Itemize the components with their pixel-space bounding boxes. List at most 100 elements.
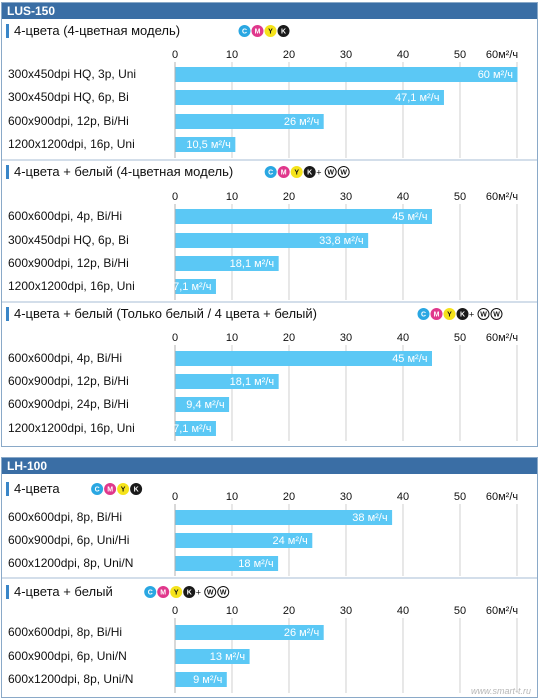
chart-0-panel-1-bar-0 <box>175 209 432 224</box>
chart-1-panel-0-y-ink-letter: Y <box>121 487 126 494</box>
chart-0-panel-1-category-label-0: 600x600dpi, 4p, Bi/Hi <box>8 209 122 223</box>
chart-1-panel-1-c-ink-letter: C <box>148 590 153 597</box>
chart-0-panel-2-m-ink-icon <box>430 308 443 320</box>
chart-1-panel-1-k-ink-letter: K <box>187 590 192 597</box>
chart-0-panel-2-m-ink-letter: M <box>434 312 440 319</box>
chart-1-panel-1-tick-3: 30 <box>340 605 352 617</box>
chart-1-panel-0-tick-4: 40 <box>397 491 409 503</box>
chart-0-panel-1-w-ink-icon <box>324 166 337 178</box>
chart-0-panel-1-bar-2 <box>175 256 279 271</box>
chart-0-panel-1-title: 4-цвета + белый (4-цветная модель) <box>14 164 233 179</box>
chart-1-panel-1-tick-0: 0 <box>172 605 178 617</box>
chart-0-panel-1-value-label-0: 45 м²/ч <box>392 211 427 223</box>
chart-0-panel-1-tick-1: 10 <box>226 191 238 203</box>
chart-0-panel-1-tick-2: 20 <box>283 191 295 203</box>
chart-0-panel-1-k-ink-icon <box>303 166 316 178</box>
chart-1-panel-1-w-ink-icon <box>204 586 217 598</box>
chart-0-panel-0-k-ink-letter: K <box>281 29 286 36</box>
chart-0-panel-2-plus: + <box>469 310 474 320</box>
chart-1-panel-0-category-label-2: 600x1200dpi, 8p, Uni/N <box>8 556 133 570</box>
chart-0-panel-0-m-ink-letter: M <box>255 29 261 36</box>
chart-0-panel-2-bar-1 <box>175 374 279 389</box>
chart-0-panel-0-tick-5: 50 <box>454 49 466 61</box>
chart-0-panel-0-value-label-0: 60 м²/ч <box>478 69 513 81</box>
chart-0-panel-1-bar-1 <box>175 233 369 248</box>
chart-1-panel-0-tick-5: 50 <box>454 491 466 503</box>
chart-1-panel-0-bar-0 <box>175 510 393 525</box>
chart-0-panel-2-c-ink-letter: C <box>421 312 426 319</box>
chart-1-panel-1-plus: + <box>196 588 201 598</box>
chart-1-panel-0-category-label-1: 600x900dpi, 6p, Uni/Hi <box>8 533 129 547</box>
chart-0-panel-0-bar-0 <box>175 67 518 82</box>
chart-0-panel-2-w-ink-letter: W <box>480 312 487 319</box>
chart-0-panel-1-category-label-1: 300x450dpi HQ, 6p, Bi <box>8 233 129 247</box>
chart-1-panel-1-y-ink-icon <box>170 586 183 598</box>
chart-1-panel-0-title: 4-цвета <box>14 481 60 496</box>
chart-1-panel-1-value-label-0: 26 м²/ч <box>284 627 319 639</box>
chart-0-panel-2-title: 4-цвета + белый (Только белый / 4 цвета … <box>14 306 317 321</box>
chart-1-panel-0-m-ink-icon <box>104 483 117 495</box>
chart-1-panel-1-tick-2: 20 <box>283 605 295 617</box>
chart-0-panel-0-category-label-0: 300x450dpi HQ, 3p, Uni <box>8 67 136 81</box>
chart-0-panel-0-title: 4-цвета (4-цветная модель) <box>14 23 180 38</box>
chart-1-panel-0-y-ink-icon <box>117 483 130 495</box>
chart-0-panel-0-value-label-2: 26 м²/ч <box>284 116 319 128</box>
chart-0-panel-2-value-label-2: 9,4 м²/ч <box>186 399 224 411</box>
chart-1-panel-1-m-ink-letter: M <box>160 590 166 597</box>
chart-0-panel-0-value-label-1: 47,1 м²/ч <box>395 92 439 104</box>
chart-0-panel-2-y-ink-icon <box>443 308 456 320</box>
chart-1-panel-0-bar-1 <box>175 533 313 548</box>
chart-0-panel-1-c-ink-icon <box>264 166 277 178</box>
chart-0-panel-1-value-label-2: 18,1 м²/ч <box>230 258 274 270</box>
chart-1-panel-0-tick-1: 10 <box>226 491 238 503</box>
chart-1-panel-1-bar-1 <box>175 649 250 664</box>
chart-0-panel-0-category-label-1: 300x450dpi HQ, 6p, Bi <box>8 90 129 104</box>
chart-0-panel-1-category-label-3: 1200x1200dpi, 16p, Uni <box>8 279 135 293</box>
chart-0-panel-0-tick-2: 20 <box>283 49 295 61</box>
chart-0-panel-2-value-label-0: 45 м²/ч <box>392 353 427 365</box>
chart-1-panel-1-w-ink-letter: W <box>207 590 214 597</box>
chart-0-panel-1-tick-5: 50 <box>454 191 466 203</box>
chart-0-panel-1-w-ink-letter: W <box>327 170 334 177</box>
chart-1-panel-1-accent-bar <box>6 585 9 599</box>
chart-0-panel-1-m-ink-letter: M <box>281 170 287 177</box>
chart-0-panel-2-tick-1: 10 <box>226 332 238 344</box>
chart-0-panel-1-y-ink-letter: Y <box>294 170 299 177</box>
chart-0-panel-2-bar-2 <box>175 397 230 412</box>
chart-1-panel-0-c-ink-letter: C <box>95 487 100 494</box>
chart-0-panel-0-k-ink-icon <box>277 25 290 37</box>
chart-0-panel-0-accent-bar <box>6 24 9 38</box>
chart-1-panel-1-value-label-1: 13 м²/ч <box>210 651 245 663</box>
chart-1-panel-0-accent-bar <box>6 482 9 496</box>
chart-0-panel-0-bar-2 <box>175 114 324 129</box>
chart-1-panel-1-m-ink-icon <box>157 586 170 598</box>
chart-0-frame <box>1 2 538 447</box>
chart-0-panel-2-y-ink-letter: Y <box>447 312 452 319</box>
chart-0-panel-0-m-ink-icon <box>251 25 264 37</box>
chart-0-panel-2-value-label-1: 18,1 м²/ч <box>230 376 274 388</box>
chart-0-panel-1-value-label-3: 7,1 м²/ч <box>173 281 211 293</box>
chart-1-panel-1-k-ink-icon <box>183 586 196 598</box>
chart-1-panel-1-bar-2 <box>175 672 227 687</box>
chart-0-panel-0-tick-3: 30 <box>340 49 352 61</box>
chart-1-panel-1-w-ink-letter: W <box>220 590 227 597</box>
chart-0-panel-0-category-label-3: 1200x1200dpi, 16p, Uni <box>8 137 135 151</box>
chart-1-panel-0-value-label-0: 38 м²/ч <box>352 512 387 524</box>
chart-0-panel-2-tick-4: 40 <box>397 332 409 344</box>
chart-0-panel-0-y-ink-icon <box>264 25 277 37</box>
chart-0-panel-2-category-label-0: 600x600dpi, 4p, Bi/Hi <box>8 351 122 365</box>
chart-0-panel-1-m-ink-icon <box>277 166 290 178</box>
chart-0-panel-1-tick-6: 60м²/ч <box>486 191 518 203</box>
chart-0-panel-2-bar-0 <box>175 351 432 366</box>
chart-1-panel-1-category-label-0: 600x600dpi, 8p, Bi/Hi <box>8 625 122 639</box>
chart-0-panel-1-bar-3 <box>175 279 216 294</box>
chart-0-panel-2-bar-3 <box>175 421 216 436</box>
chart-1-panel-1-w-ink-icon <box>217 586 230 598</box>
chart-1-panel-0-k-ink-icon <box>130 483 143 495</box>
chart-0-panel-2-w-ink-icon <box>490 308 503 320</box>
chart-0-panel-0-tick-6: 60м²/ч <box>486 49 518 61</box>
chart-0-panel-2-tick-2: 20 <box>283 332 295 344</box>
chart-1-panel-0-tick-0: 0 <box>172 491 178 503</box>
